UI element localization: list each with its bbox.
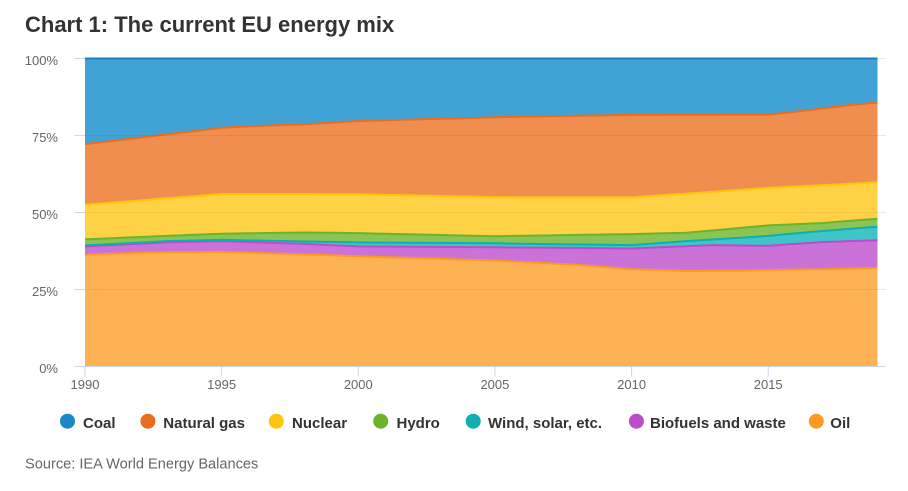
svg-text:2005: 2005: [480, 377, 509, 392]
svg-text:Hydro: Hydro: [397, 415, 440, 432]
svg-text:Wind, solar, etc.: Wind, solar, etc.: [488, 415, 602, 432]
svg-text:2010: 2010: [617, 377, 646, 392]
svg-text:100%: 100%: [25, 53, 59, 68]
svg-text:2000: 2000: [344, 377, 373, 392]
svg-text:25%: 25%: [32, 284, 58, 299]
svg-text:1995: 1995: [207, 377, 236, 392]
svg-text:Nuclear: Nuclear: [292, 415, 347, 432]
svg-text:1990: 1990: [71, 377, 100, 392]
svg-text:75%: 75%: [32, 130, 58, 145]
svg-text:Oil: Oil: [830, 415, 850, 432]
svg-text:Natural gas: Natural gas: [163, 415, 245, 432]
svg-text:Chart 1: The current EU energy: Chart 1: The current EU energy mix: [25, 12, 395, 37]
svg-text:Source: IEA World Energy Balan: Source: IEA World Energy Balances: [25, 457, 258, 473]
svg-text:Coal: Coal: [83, 415, 116, 432]
svg-text:2015: 2015: [754, 377, 783, 392]
svg-text:50%: 50%: [32, 207, 58, 222]
svg-text:Biofuels and waste: Biofuels and waste: [650, 415, 786, 432]
svg-text:0%: 0%: [39, 361, 58, 376]
